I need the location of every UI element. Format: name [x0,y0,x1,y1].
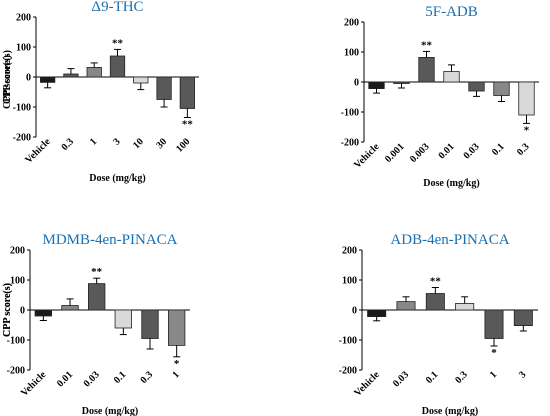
significance-marker: * [524,124,530,136]
chart-title: MDMB-4en-PINACA [43,232,178,248]
x-tick-label: 3 [111,136,122,147]
x-tick-label: 30 [154,136,169,151]
bar [114,309,132,329]
x-tick-label: 0.03 [82,369,102,389]
x-tick-label: 0.01 [55,369,75,389]
y-axis-label: CPP score(s) [2,283,13,337]
x-axis-label: Dose (mg/kg) [422,406,478,416]
x-tick-label: 0.3 [453,369,470,386]
significance-marker: ** [112,37,124,49]
y-tick-label: -100 [13,103,31,114]
bar [368,81,385,89]
y-tick-label: 0 [352,306,357,317]
bar [493,81,510,96]
bar [393,81,410,84]
bar [443,71,460,83]
y-tick-label: -100 [339,336,357,347]
bar [156,76,172,100]
bar [40,76,56,83]
bar [396,301,416,311]
x-tick-label: 100 [174,136,192,154]
y-tick-label: 0 [354,78,359,89]
y-tick-label: -200 [341,138,359,149]
x-tick-label: 0.1 [112,369,129,386]
y-tick-label: -200 [339,366,357,377]
x-tick-label: 1 [170,369,181,380]
bar [513,309,533,327]
y-tick-label: 0 [20,306,25,317]
bar [418,57,435,83]
x-tick-label: 0.1 [424,369,441,386]
y-tick-label: 100 [10,276,25,287]
chart-title: Δ9-THC [91,0,143,15]
significance-marker: * [491,347,497,359]
x-tick-label: 0.3 [515,141,532,158]
x-axis-label: Dose (mg/kg) [423,178,479,189]
bar [425,293,445,311]
y-tick-label: 100 [344,48,359,59]
x-tick-label: 0.03 [461,141,481,161]
y-tick-label: 0 [26,73,31,84]
bar [86,67,102,78]
bar [34,309,52,317]
y-axis-label: CPP score(s) [2,50,13,104]
x-tick-label: 0.001 [383,141,407,165]
x-axis-label: Dose (mg/kg) [89,173,145,184]
y-tick-label: 100 [16,43,31,54]
y-tick-label: 200 [342,246,357,257]
x-tick-label: 0.3 [139,369,156,386]
bar [133,76,149,84]
y-axis-label: CPP score(s) [2,283,13,337]
bar [88,283,106,311]
y-tick-label: -100 [341,108,359,119]
x-tick-label: 0.3 [59,136,76,153]
bar [141,309,159,339]
significance-marker: * [174,358,180,370]
y-tick-label: -100 [7,336,25,347]
panel-mdmb-4en-pinaca: MDMB-4en-PINACA 200 100 0 -100 -200 CPP score(… [2,232,190,416]
bar [63,73,79,78]
bar [61,305,79,311]
y-tick-label: 200 [10,246,25,257]
x-tick-label: 1 [88,136,99,147]
y-tick-label: -200 [7,366,25,377]
x-tick-label: 0.03 [391,369,411,389]
bar [179,76,195,109]
bar [109,55,126,78]
bar [167,309,186,346]
bar [367,309,387,317]
chart-title: ADB-4en-PINACA [390,232,509,248]
x-tick-label: 10 [131,136,146,151]
x-axis-label: Dose (mg/kg) [82,406,138,416]
x-tick-label: 1 [488,369,499,380]
y-tick-label: 200 [16,13,31,24]
y-tick-label: 100 [342,276,357,287]
significance-marker: ** [430,276,442,288]
x-tick-label: 0.003 [408,141,432,165]
significance-marker: ** [421,39,433,51]
x-tick-label: 3 [517,369,528,380]
significance-marker: ** [182,119,194,131]
bar [468,81,485,92]
bar [518,81,535,116]
y-tick-label: 200 [344,18,359,29]
y-tick-label: -200 [13,133,31,144]
chart-title: 5F-ADB [425,4,478,20]
significance-marker: ** [91,266,103,278]
bar [484,309,504,339]
x-tick-label: 0.1 [490,141,507,158]
bar [455,302,475,311]
y-axis-label: CPP score(s) [2,55,13,109]
panel-adb-4en-pinaca: ADB-4en-PINACA 200 100 0 -100 -200 CPP score(s… [2,232,538,416]
x-tick-label: 0.01 [436,141,456,161]
